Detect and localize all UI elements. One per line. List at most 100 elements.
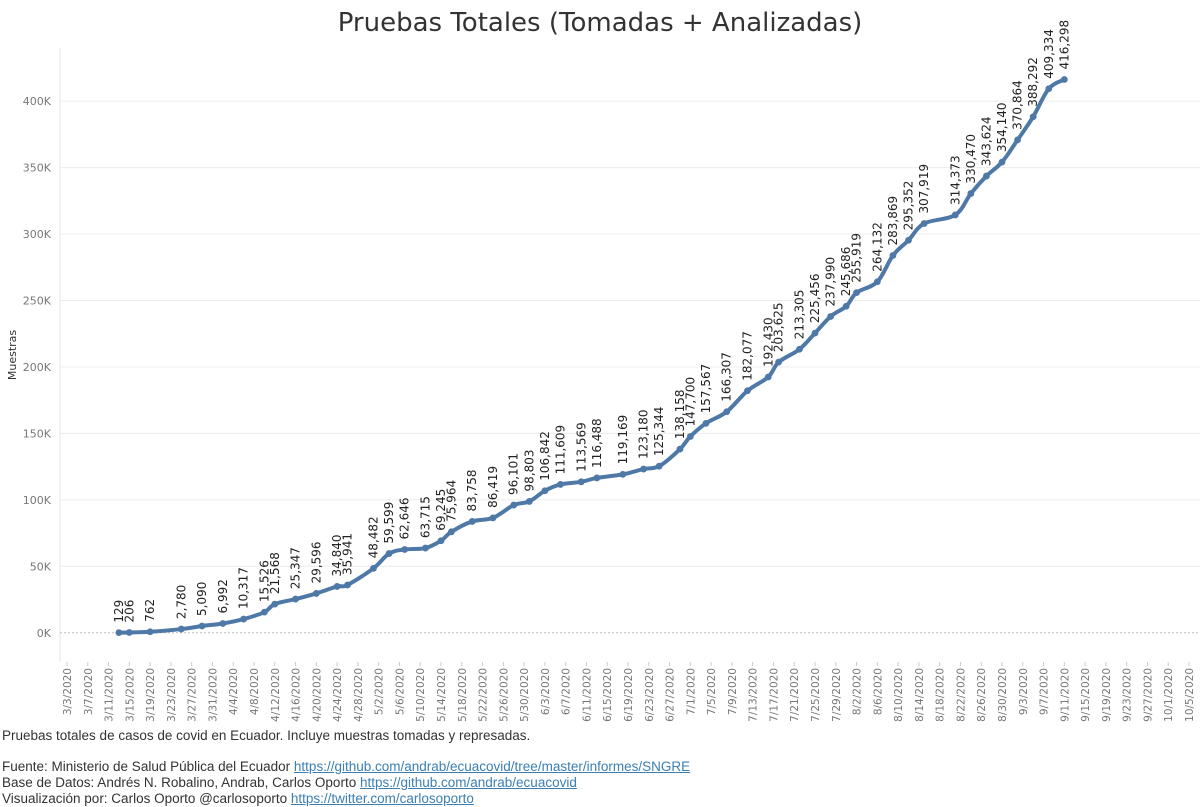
data-label: 264,132 (870, 222, 884, 272)
data-point (541, 487, 549, 495)
data-label: 409,334 (1042, 29, 1056, 79)
data-label: 21,568 (268, 552, 282, 594)
data-point (468, 518, 476, 525)
x-tick-label: 7/25/2020 (810, 668, 822, 722)
data-label: 116,488 (590, 418, 604, 468)
data-label: 75,964 (444, 480, 458, 522)
y-tick-label: 200K (23, 361, 52, 374)
data-label: 147,700 (683, 377, 697, 427)
data-label: 166,307 (720, 352, 734, 402)
x-tick-label: 3/19/2020 (145, 668, 157, 722)
x-tick-label: 9/19/2020 (1101, 668, 1113, 722)
data-label: 203,625 (772, 303, 786, 353)
x-tick-label: 5/18/2020 (457, 668, 469, 722)
source-label: Fuente: Ministerio de Salud Pública del … (2, 759, 294, 774)
data-point (676, 445, 684, 453)
data-point (686, 433, 694, 440)
data-label: 314,373 (948, 155, 962, 205)
x-tick-label: 9/15/2020 (1080, 668, 1092, 722)
x-tick-label: 4/4/2020 (228, 668, 240, 715)
viz-link[interactable]: https://twitter.com/carlosoporto (290, 791, 474, 806)
data-label: 370,864 (1011, 80, 1025, 130)
data-point (744, 387, 751, 395)
data-label: 119,169 (616, 415, 630, 465)
x-tick-label: 5/26/2020 (498, 668, 510, 722)
data-point (510, 501, 518, 509)
y-tick-label: 150K (23, 427, 52, 440)
x-tick-label: 7/21/2020 (789, 668, 801, 722)
y-tick-label: 0K (37, 627, 52, 640)
data-label: 6,992 (216, 579, 230, 613)
data-point (312, 590, 320, 597)
data-label: 388,292 (1026, 57, 1040, 107)
data-label: 283,869 (886, 196, 900, 246)
data-label: 138,158 (673, 390, 687, 440)
data-label: 206 (122, 600, 136, 623)
x-tick-label: 8/26/2020 (976, 668, 988, 722)
data-label: 69,245 (434, 489, 448, 531)
x-tick-label: 5/30/2020 (519, 668, 531, 722)
y-tick-label: 350K (23, 162, 52, 175)
data-point (593, 474, 601, 482)
data-label: 35,941 (341, 533, 355, 575)
data-label: 98,803 (522, 449, 536, 491)
data-label: 237,990 (824, 257, 838, 307)
x-tick-label: 3/31/2020 (207, 668, 219, 722)
data-point (260, 608, 268, 616)
data-point (422, 544, 429, 552)
data-label: 63,715 (418, 496, 432, 538)
data-label: 416,298 (1057, 20, 1071, 70)
x-tick-label: 8/30/2020 (997, 668, 1009, 722)
viz-label: Visualización por: Carlos Oporto @carlos… (2, 791, 291, 806)
data-point (240, 615, 248, 623)
data-point (951, 211, 959, 219)
data-label: 86,419 (486, 466, 500, 508)
data-point (447, 528, 455, 536)
viz-line: Visualización por: Carlos Oporto @carlos… (2, 791, 474, 806)
x-tick-label: 9/27/2020 (1142, 668, 1154, 722)
gridlines (59, 48, 1200, 662)
data-label: 29,596 (309, 541, 323, 583)
source-link[interactable]: https://github.com/andrab/ecuacovid/tree… (293, 759, 691, 774)
series-path (116, 77, 1067, 635)
x-tick-label: 4/16/2020 (291, 668, 303, 722)
data-label: 5,090 (195, 582, 209, 616)
x-tick-label: 3/11/2020 (104, 668, 116, 722)
chart-description: Pruebas totales de casos de covid en Ecu… (2, 728, 531, 743)
x-tick-label: 7/13/2020 (748, 668, 760, 722)
data-point (640, 465, 647, 473)
data-label: 192,430 (761, 317, 775, 367)
x-tick-label: 5/14/2020 (436, 668, 448, 722)
data-point (853, 289, 860, 297)
data-label: 48,482 (366, 516, 380, 558)
y-tick-label: 250K (23, 295, 52, 308)
data-point (967, 190, 975, 197)
data-label: 62,646 (398, 498, 412, 540)
x-tick-label: 5/2/2020 (374, 668, 386, 715)
data-point (1060, 76, 1068, 83)
x-tick-label: 4/12/2020 (270, 668, 282, 722)
data-label: 106,842 (538, 431, 552, 481)
data-point (920, 220, 928, 227)
x-tick-label: 6/3/2020 (540, 668, 552, 715)
x-tick-label: 4/24/2020 (332, 668, 344, 722)
x-tick-label: 9/7/2020 (1039, 668, 1051, 715)
data-point (1029, 113, 1037, 121)
data-label: 213,305 (792, 290, 806, 340)
data-label: 111,609 (553, 425, 567, 475)
data-point (525, 498, 533, 505)
data-point (998, 158, 1006, 166)
data-label: 157,567 (699, 364, 713, 414)
x-axis: 3/3/2020 3/7/2020 3/11/2020 3/15/2020 3/19/2… (62, 662, 1196, 722)
x-tick-label: 6/23/2020 (644, 668, 656, 722)
data-label: 123,180 (637, 409, 651, 459)
data-label: 354,140 (995, 102, 1009, 152)
data-label: 225,456 (808, 274, 822, 324)
database-link[interactable]: https://github.com/andrab/ecuacovid (359, 775, 577, 790)
x-tick-label: 4/28/2020 (353, 668, 365, 722)
data-point (577, 478, 585, 486)
x-tick-label: 8/14/2020 (914, 668, 926, 722)
x-tick-label: 7/17/2020 (768, 668, 780, 722)
x-tick-label: 3/27/2020 (187, 668, 199, 722)
